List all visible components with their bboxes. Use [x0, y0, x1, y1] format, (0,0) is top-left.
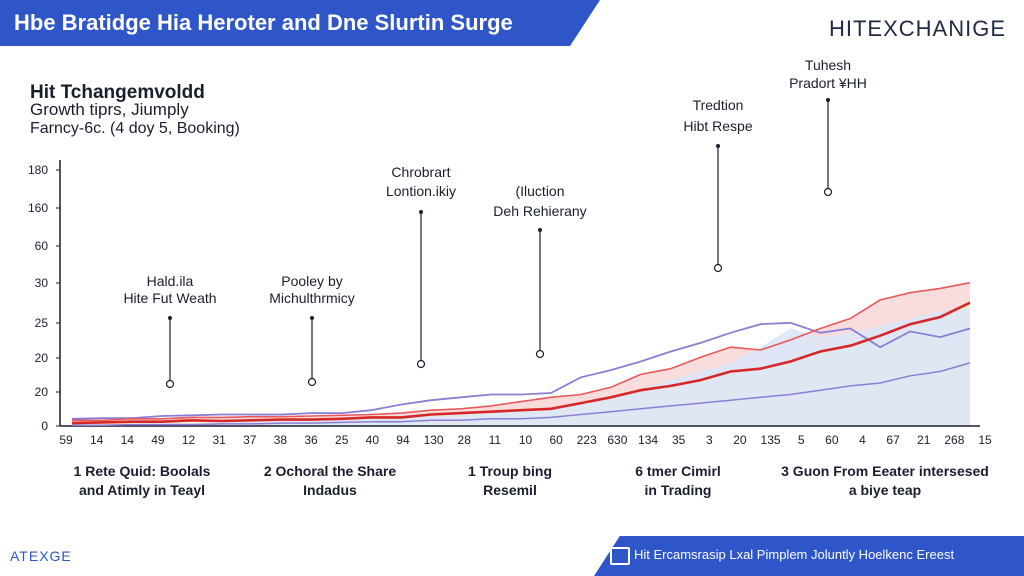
footer-note-5-line2: a biye teap — [848, 482, 922, 498]
annotation-label: Tuhesh — [805, 57, 851, 73]
y-tick-label: 60 — [35, 239, 49, 253]
x-tick-label: 223 — [577, 433, 597, 447]
x-tick-label: 31 — [212, 433, 226, 447]
annotation-label: Hald.ila — [147, 273, 194, 289]
x-tick-label: 134 — [638, 433, 658, 447]
x-tick-label: 12 — [182, 433, 196, 447]
annotation-marker — [713, 263, 723, 273]
x-tick-label: 49 — [151, 433, 165, 447]
subtitle-line-3: Farncy-6c. (4 doy 5, Booking) — [30, 120, 240, 137]
annotation-label: Deh Rehierany — [493, 203, 586, 219]
x-tick-label: 5 — [798, 433, 805, 447]
annotation-pin — [419, 210, 423, 214]
annotation-pin — [716, 144, 720, 148]
x-tick-label: 21 — [917, 433, 931, 447]
title-banner: Hbe Bratidge Hia Heroter and Dne Slurtin… — [0, 0, 600, 46]
x-tick-label: 40 — [366, 433, 380, 447]
x-tick-label: 59 — [59, 433, 73, 447]
footer-note-5-line1: 3 Guon From Eeater intersesed — [781, 463, 989, 479]
y-tick-label: 20 — [35, 385, 49, 399]
x-tick-label: 20 — [733, 433, 747, 447]
footer-note-3-line2: Resemil — [483, 482, 537, 498]
annotation-marker — [165, 379, 175, 389]
annotation-pin — [168, 316, 172, 320]
annotation-label: Hibt Respe — [683, 118, 752, 134]
annotation-label: Tredtion — [693, 97, 744, 113]
annotation-label: Michulthrmicy — [269, 290, 355, 306]
annotation-marker — [307, 377, 317, 387]
annotation-label: Lontion.ikiy — [386, 183, 456, 199]
x-tick-label: 10 — [519, 433, 533, 447]
x-tick-label: 130 — [424, 433, 444, 447]
footer-note-4: 6 tmer Cimirl in Trading — [598, 462, 758, 500]
y-tick-label: 30 — [35, 276, 49, 290]
footer-tagline: Hit Ercamsrasip Lxal Pimplem Joluntly Ho… — [634, 547, 955, 562]
annotation-marker — [416, 359, 426, 369]
footer-note-2-line1: 2 Ochoral the Share — [263, 463, 397, 479]
footer-logo: ATEXGE — [10, 548, 72, 564]
x-tick-label: 15 — [978, 433, 992, 447]
footer-note-5: 3 Guon From Eeater intersesed a biye tea… — [755, 462, 1015, 500]
annotation-label: Hite Fut Weath — [123, 290, 216, 306]
footer-note-4-line1: 6 tmer Cimirl — [635, 463, 721, 479]
x-tick-label: 36 — [304, 433, 318, 447]
annotation-marker — [823, 187, 833, 197]
series-line-red-bold — [71, 301, 971, 425]
y-tick-label: 0 — [41, 419, 48, 433]
subtitle-line-1: Hit Tchangemvoldd — [30, 82, 205, 103]
x-tick-label: 28 — [458, 433, 472, 447]
footer-note-3-line1: 1 Troup bing — [468, 463, 552, 479]
x-tick-label: 11 — [489, 433, 502, 447]
annotation-label: Pradort ¥HH — [789, 75, 867, 91]
page-title: Hbe Bratidge Hia Heroter and Dne Slurtin… — [14, 10, 513, 35]
x-tick-label: 60 — [825, 433, 839, 447]
x-tick-label: 60 — [549, 433, 563, 447]
footer-note-1: 1 Rete Quid: Boolals and Atimly in Teayl — [42, 462, 242, 500]
building-icon — [610, 547, 630, 565]
y-tick-label: 25 — [35, 316, 49, 330]
annotation-pin — [310, 316, 314, 320]
x-tick-label: 268 — [944, 433, 964, 447]
y-tick-label: 160 — [28, 201, 48, 215]
x-tick-label: 630 — [607, 433, 627, 447]
x-tick-label: 67 — [886, 433, 900, 447]
footer-note-1-line2: and Atimly in Teayl — [78, 482, 206, 498]
annotation-pin — [826, 98, 830, 102]
x-tick-label: 3 — [706, 433, 713, 447]
x-tick-label: 94 — [396, 433, 410, 447]
footer-note-2: 2 Ochoral the Share Indadus — [240, 462, 420, 500]
annotation-marker — [535, 349, 545, 359]
annotation-label: (Iluction — [515, 183, 564, 199]
footer-bar: Hit Ercamsrasip Lxal Pimplem Joluntly Ho… — [594, 536, 1024, 576]
x-tick-label: 4 — [859, 433, 866, 447]
subtitle-line-2: Growth tiprs, Jiumply — [30, 100, 189, 119]
x-tick-label: 135 — [761, 433, 781, 447]
footer-note-1-line1: 1 Rete Quid: Boolals — [73, 463, 211, 479]
annotation-label: Chrobrart — [391, 164, 450, 180]
annotation-label: Pooley by — [281, 273, 342, 289]
y-tick-label: 20 — [35, 351, 49, 365]
x-tick-label: 38 — [274, 433, 288, 447]
area-blue-fill — [72, 308, 970, 426]
brand-logo: HITEXCHANIGE — [828, 16, 1006, 41]
y-tick-label: 180 — [28, 163, 48, 177]
x-tick-label: 14 — [121, 433, 135, 447]
annotation-pin — [538, 228, 542, 232]
x-tick-label: 25 — [335, 433, 349, 447]
x-tick-label: 14 — [90, 433, 104, 447]
footer-note-4-line2: in Trading — [644, 482, 712, 498]
x-tick-label: 37 — [243, 433, 257, 447]
series-line-purple-low — [72, 362, 971, 427]
series-line-purple — [71, 321, 971, 420]
series-line-red-light — [72, 281, 971, 422]
footer-note-3: 1 Troup bing Resemil — [430, 462, 590, 500]
x-tick-label: 35 — [672, 433, 686, 447]
footer-note-2-line2: Indadus — [303, 482, 357, 498]
